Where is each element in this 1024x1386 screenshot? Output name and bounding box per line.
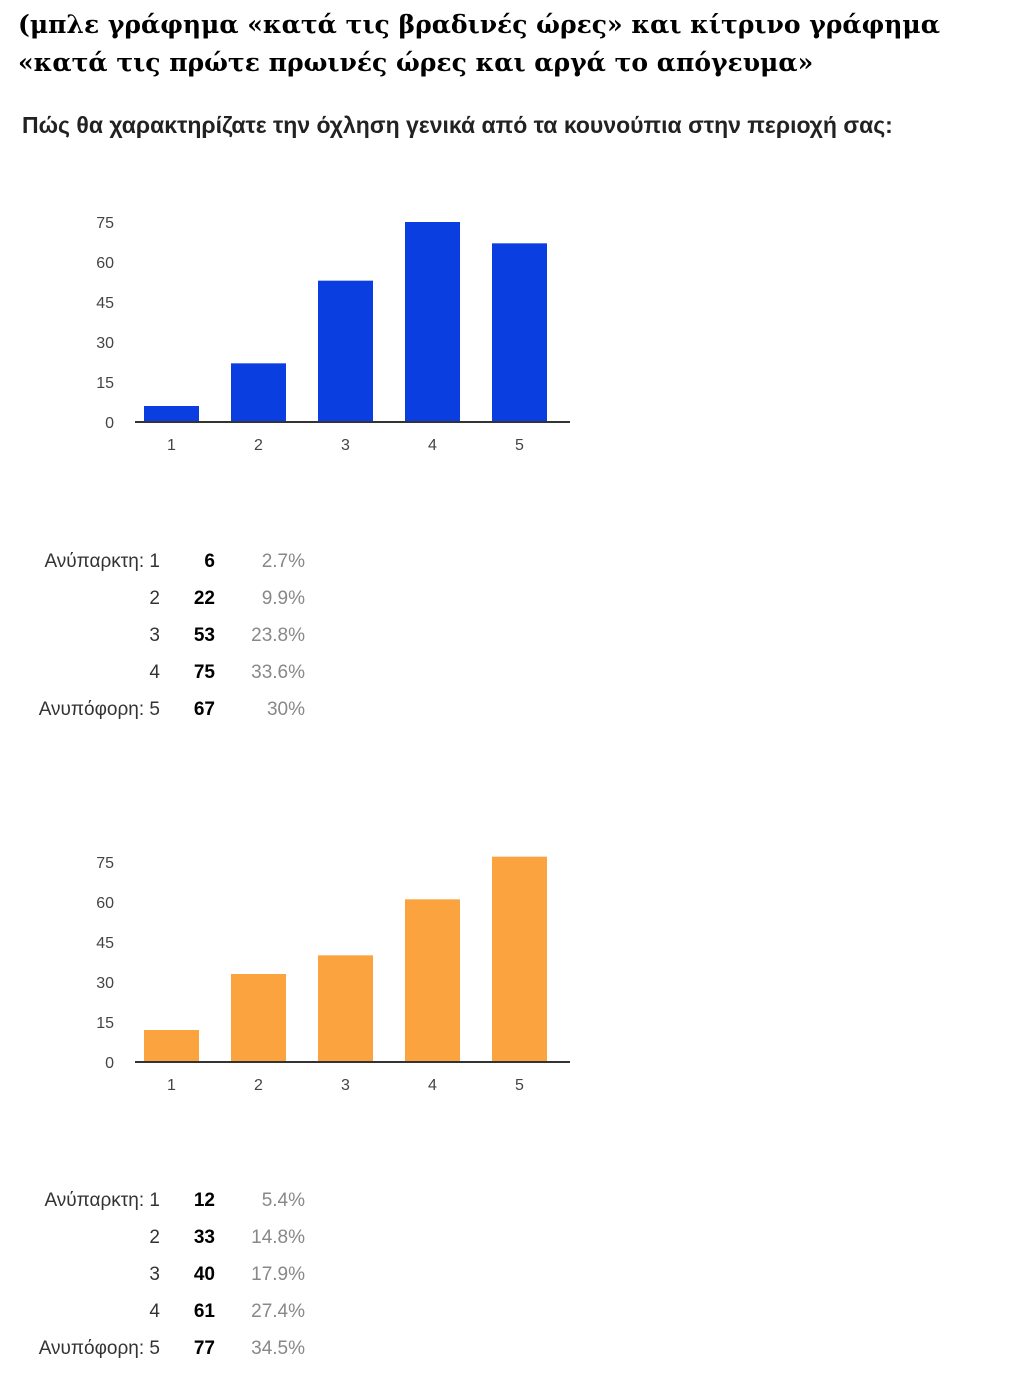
stat-row: 4 75 33.6%	[0, 662, 330, 699]
stat-percent: 2.7%	[261, 551, 305, 572]
stat-count: 33	[193, 1227, 215, 1248]
stat-label: 4	[149, 662, 160, 683]
stat-row: 4 61 27.4%	[0, 1301, 330, 1338]
stat-row: Ανυπόφορη: 5 67 30%	[0, 699, 330, 736]
y-tick-label: 30	[96, 975, 114, 992]
x-tick-label: 3	[341, 437, 350, 454]
stat-count: 40	[193, 1264, 215, 1285]
x-tick-label: 5	[515, 1077, 524, 1094]
stat-count: 12	[193, 1190, 215, 1211]
stat-percent: 14.8%	[251, 1227, 305, 1248]
y-tick-label: 15	[96, 375, 114, 392]
stat-percent: 5.4%	[261, 1190, 305, 1211]
stat-row: 2 22 9.9%	[0, 588, 330, 625]
y-tick-label: 60	[96, 895, 114, 912]
stat-count: 77	[193, 1338, 215, 1359]
stat-count: 67	[193, 699, 215, 720]
bar-3	[318, 955, 373, 1062]
stat-percent: 17.9%	[251, 1264, 305, 1285]
y-tick-label: 45	[96, 935, 114, 952]
bar-5	[492, 243, 547, 422]
y-tick-label: 45	[96, 295, 114, 312]
y-tick-label: 60	[96, 255, 114, 272]
bar-1	[144, 406, 199, 422]
bar-1	[144, 1030, 199, 1062]
x-tick-label: 1	[167, 437, 176, 454]
bar-4	[405, 899, 460, 1062]
stat-row: Ανύπαρκτη: 1 6 2.7%	[0, 551, 330, 588]
stat-label: Ανύπαρκτη: 1	[44, 551, 160, 572]
stat-label: Ανυπόφορη: 5	[38, 1338, 160, 1359]
stats-table-morning-afternoon: Ανύπαρκτη: 1 12 5.4% 2 33 14.8% 3 40 17.9% 4 61 27.…	[0, 1190, 330, 1375]
stat-percent: 34.5%	[251, 1338, 305, 1359]
stat-label: 2	[149, 1227, 160, 1248]
stat-percent: 27.4%	[251, 1301, 305, 1322]
x-tick-label: 4	[428, 1077, 437, 1094]
stat-row: Ανύπαρκτη: 1 12 5.4%	[0, 1190, 330, 1227]
x-tick-label: 4	[428, 437, 437, 454]
stat-count: 75	[193, 662, 215, 683]
bar-2	[231, 363, 286, 422]
stat-row: 2 33 14.8%	[0, 1227, 330, 1264]
stat-label: 3	[149, 625, 160, 646]
stat-count: 6	[204, 551, 215, 572]
stat-percent: 23.8%	[251, 625, 305, 646]
stat-row: Ανυπόφορη: 5 77 34.5%	[0, 1338, 330, 1375]
x-tick-label: 1	[167, 1077, 176, 1094]
y-tick-label: 0	[105, 1055, 114, 1072]
stat-label: 3	[149, 1264, 160, 1285]
stat-percent: 33.6%	[251, 662, 305, 683]
stat-count: 53	[193, 625, 215, 646]
bar-2	[231, 974, 286, 1062]
bar-5	[492, 856, 547, 1062]
bar-3	[318, 280, 373, 422]
bar-4	[405, 222, 460, 422]
bar-chart-morning-afternoon: 0 15 30 45 60 75 1 2 3 4 5	[0, 840, 600, 1120]
y-tick-label: 75	[96, 855, 114, 872]
stat-label: Ανύπαρκτη: 1	[44, 1190, 160, 1211]
stat-count: 22	[193, 588, 215, 609]
x-tick-label: 2	[254, 1077, 263, 1094]
stats-table-evening: Ανύπαρκτη: 1 6 2.7% 2 22 9.9% 3 53 23.8% 4 75 33.6%…	[0, 551, 330, 736]
y-tick-label: 75	[96, 215, 114, 232]
stat-label: 4	[149, 1301, 160, 1322]
stat-count: 61	[193, 1301, 215, 1322]
y-tick-label: 15	[96, 1015, 114, 1032]
survey-question: Πώς θα χαρακτηρίζατε την όχληση γενικά α…	[22, 112, 893, 138]
y-tick-label: 30	[96, 335, 114, 352]
stat-percent: 9.9%	[261, 588, 305, 609]
stat-row: 3 40 17.9%	[0, 1264, 330, 1301]
stat-row: 3 53 23.8%	[0, 625, 330, 662]
x-tick-label: 2	[254, 437, 263, 454]
stat-label: Ανυπόφορη: 5	[38, 699, 160, 720]
bar-chart-evening: 0 15 30 45 60 75 1 2 3 4 5	[0, 200, 600, 480]
x-tick-label: 5	[515, 437, 524, 454]
stat-label: 2	[149, 588, 160, 609]
figure-caption: (μπλε γράφημα «κατά τις βραδινές ώρες» κ…	[18, 10, 940, 77]
stat-percent: 30%	[266, 699, 305, 720]
x-tick-label: 3	[341, 1077, 350, 1094]
y-tick-label: 0	[105, 415, 114, 432]
